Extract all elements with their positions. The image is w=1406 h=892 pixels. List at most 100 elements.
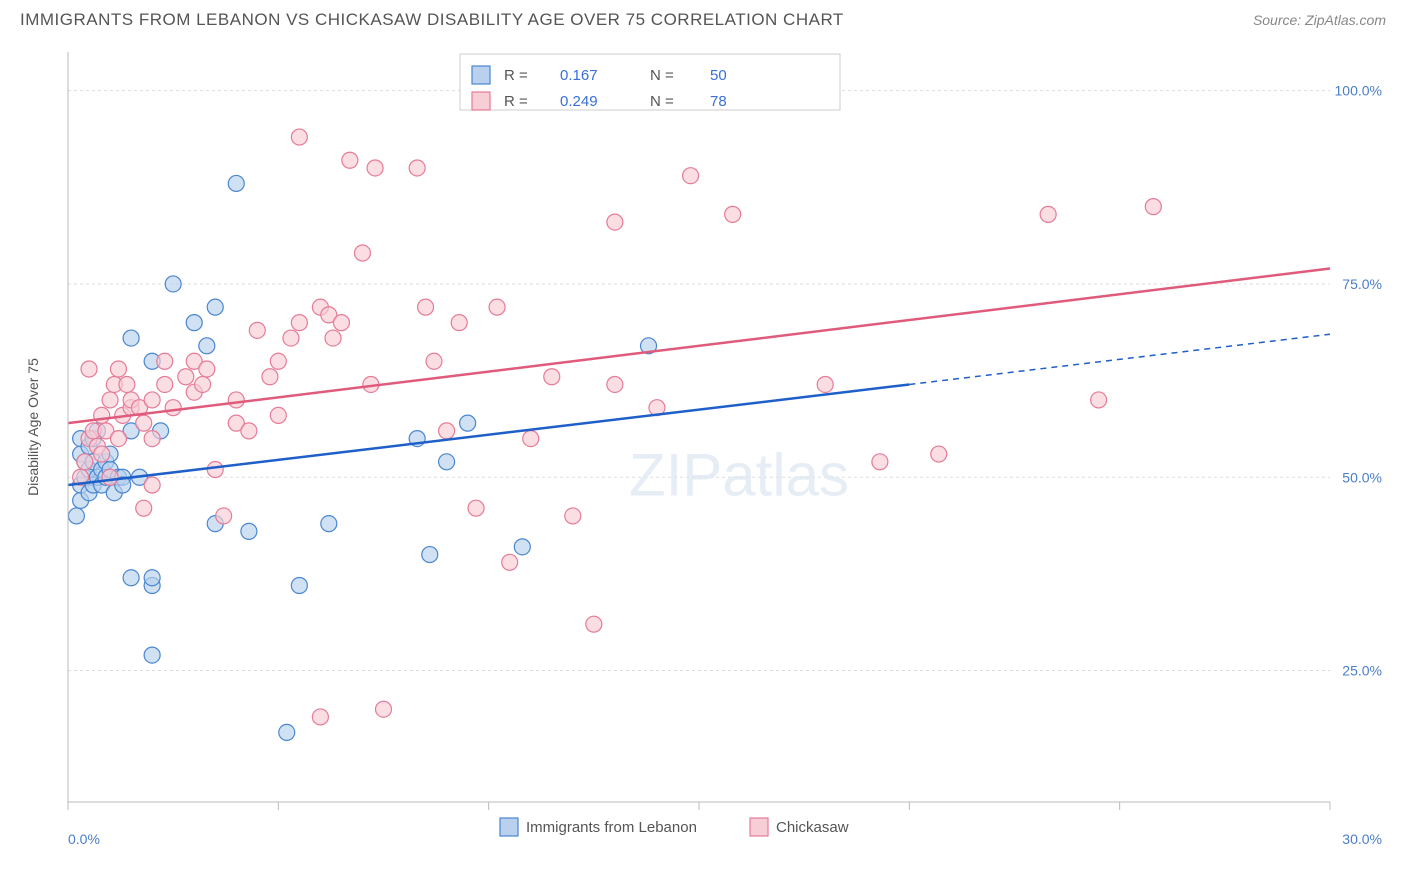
source-link[interactable]: ZipAtlas.com (1305, 12, 1386, 28)
lebanon-point (228, 175, 244, 191)
chickasaw-point (199, 361, 215, 377)
chickasaw-point (241, 423, 257, 439)
chickasaw-point (342, 152, 358, 168)
series-swatch (750, 818, 768, 836)
legend-n-label: N = (650, 67, 674, 84)
legend-r-value: 0.167 (560, 67, 598, 84)
lebanon-point (144, 570, 160, 586)
chickasaw-point (81, 361, 97, 377)
chickasaw-point (144, 392, 160, 408)
chickasaw-point (325, 330, 341, 346)
chickasaw-point (565, 508, 581, 524)
chickasaw-point (270, 407, 286, 423)
chickasaw-trendline (68, 268, 1330, 423)
chickasaw-point (144, 431, 160, 447)
chickasaw-point (872, 454, 888, 470)
legend-n-value: 78 (710, 93, 727, 110)
chickasaw-point (683, 168, 699, 184)
lebanon-point (186, 315, 202, 331)
lebanon-trendline-ext (909, 334, 1330, 384)
chickasaw-point (1145, 199, 1161, 215)
chickasaw-point (178, 369, 194, 385)
chickasaw-point (523, 431, 539, 447)
chickasaw-point (333, 315, 349, 331)
series-label: Immigrants from Lebanon (526, 819, 697, 836)
chickasaw-point (110, 431, 126, 447)
legend-r-value: 0.249 (560, 93, 598, 110)
series-label: Chickasaw (776, 819, 849, 836)
chickasaw-point (77, 454, 93, 470)
lebanon-point (422, 547, 438, 563)
chickasaw-point (165, 400, 181, 416)
chickasaw-point (270, 353, 286, 369)
chickasaw-point (283, 330, 299, 346)
chickasaw-point (262, 369, 278, 385)
chickasaw-point (725, 206, 741, 222)
legend-n-value: 50 (710, 67, 727, 84)
lebanon-point (241, 523, 257, 539)
chickasaw-point (1040, 206, 1056, 222)
chickasaw-point (418, 299, 434, 315)
chickasaw-point (291, 315, 307, 331)
chickasaw-point (94, 446, 110, 462)
chickasaw-point (144, 477, 160, 493)
y-tick-label: 25.0% (1342, 663, 1382, 679)
chickasaw-point (607, 214, 623, 230)
chickasaw-point (119, 376, 135, 392)
chickasaw-point (110, 361, 126, 377)
chickasaw-point (468, 500, 484, 516)
lebanon-point (123, 330, 139, 346)
y-tick-label: 75.0% (1342, 276, 1382, 292)
lebanon-point (165, 276, 181, 292)
chickasaw-point (102, 469, 118, 485)
lebanon-point (321, 516, 337, 532)
chickasaw-point (367, 160, 383, 176)
lebanon-point (144, 647, 160, 663)
lebanon-point (460, 415, 476, 431)
chickasaw-point (291, 129, 307, 145)
chickasaw-point (228, 392, 244, 408)
chickasaw-point (409, 160, 425, 176)
lebanon-point (207, 299, 223, 315)
lebanon-point (123, 570, 139, 586)
legend-r-label: R = (504, 67, 528, 84)
chickasaw-point (607, 376, 623, 392)
chickasaw-point (1091, 392, 1107, 408)
y-tick-label: 100.0% (1335, 83, 1382, 99)
legend-swatch (472, 66, 490, 84)
chickasaw-point (931, 446, 947, 462)
chickasaw-point (354, 245, 370, 261)
chickasaw-point (451, 315, 467, 331)
legend-r-label: R = (504, 93, 528, 110)
header: IMMIGRANTS FROM LEBANON VS CHICKASAW DIS… (0, 0, 1406, 36)
chickasaw-point (207, 462, 223, 478)
lebanon-point (291, 578, 307, 594)
chickasaw-point (426, 353, 442, 369)
lebanon-point (68, 508, 84, 524)
chickasaw-point (544, 369, 560, 385)
lebanon-point (199, 338, 215, 354)
source-attribution: Source: ZipAtlas.com (1253, 12, 1386, 28)
x-tick-label: 30.0% (1342, 831, 1382, 847)
legend-swatch (472, 92, 490, 110)
chickasaw-point (249, 322, 265, 338)
chickasaw-point (157, 353, 173, 369)
chickasaw-point (817, 376, 833, 392)
chickasaw-point (586, 616, 602, 632)
chickasaw-point (102, 392, 118, 408)
y-tick-label: 50.0% (1342, 469, 1382, 485)
chickasaw-point (216, 508, 232, 524)
legend-n-label: N = (650, 93, 674, 110)
lebanon-point (439, 454, 455, 470)
y-axis-label: Disability Age Over 75 (25, 358, 41, 496)
series-swatch (500, 818, 518, 836)
chickasaw-point (195, 376, 211, 392)
x-tick-label: 0.0% (68, 831, 100, 847)
chickasaw-point (439, 423, 455, 439)
source-label: Source: (1253, 12, 1301, 28)
lebanon-point (279, 724, 295, 740)
chickasaw-point (376, 701, 392, 717)
watermark: ZIPatlas (629, 441, 849, 508)
chickasaw-point (489, 299, 505, 315)
chickasaw-point (94, 407, 110, 423)
